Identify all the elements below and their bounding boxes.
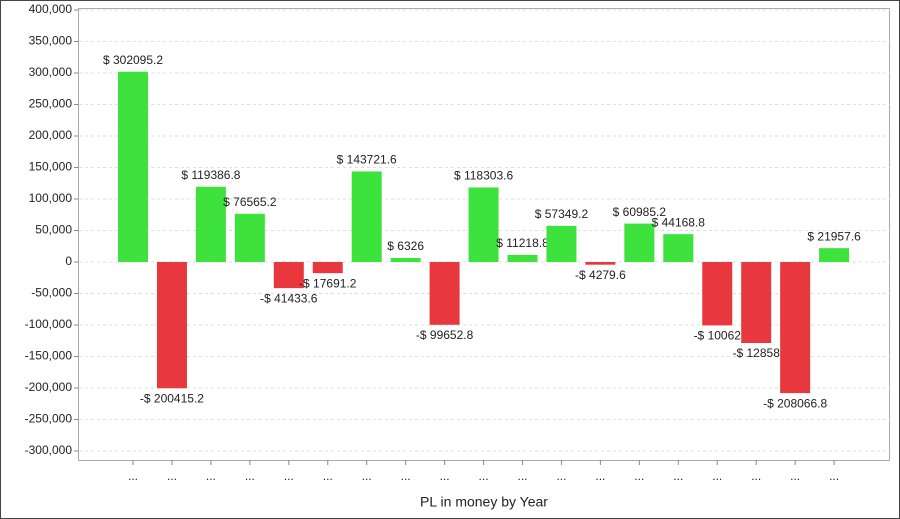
x-tick-label: ...	[167, 469, 177, 483]
y-tick-label: 200,000	[29, 128, 73, 142]
value-label: $ 118303.6	[454, 169, 513, 183]
bar	[273, 262, 304, 289]
x-tick-label: ...	[284, 469, 294, 483]
x-tick-label: ...	[673, 469, 683, 483]
bar	[780, 262, 811, 394]
bar	[390, 258, 421, 262]
value-label: $ 119386.8	[181, 168, 240, 182]
value-label: -$ 4279.6	[575, 268, 626, 282]
y-tick-label: 400,000	[29, 2, 73, 16]
value-label: $ 6326	[387, 239, 424, 253]
x-tick-label: ...	[362, 469, 372, 483]
bar	[156, 262, 187, 389]
y-tick-label: 0	[65, 254, 72, 268]
value-label: $ 76565.2	[223, 195, 277, 209]
bar	[624, 223, 655, 262]
y-tick-label: -150,000	[25, 349, 73, 363]
y-tick-label: -100,000	[25, 317, 73, 331]
value-label: $ 44168.8	[652, 215, 706, 229]
bar	[234, 213, 265, 262]
bar	[312, 262, 343, 274]
x-tick-label: ...	[595, 469, 605, 483]
x-axis-title: PL in money by Year	[420, 494, 548, 510]
bar	[663, 234, 694, 262]
bar	[195, 186, 226, 262]
value-label: $ 21957.6	[807, 229, 861, 243]
value-label: -$ 208066.8	[763, 396, 827, 410]
x-tick-label: ...	[517, 469, 527, 483]
y-tick-label: -50,000	[31, 286, 72, 300]
bar	[819, 248, 850, 262]
value-label: $ 143721.6	[337, 153, 397, 167]
bar	[351, 171, 382, 262]
value-label: -$ 200415.2	[140, 391, 204, 405]
x-tick-label: ...	[440, 469, 450, 483]
x-tick-label: ...	[323, 469, 333, 483]
bar	[429, 262, 460, 325]
value-label: $ 11218.8	[496, 236, 549, 250]
x-tick-label: ...	[634, 469, 644, 483]
y-tick-label: 300,000	[29, 65, 73, 79]
x-tick-label: ...	[790, 469, 800, 483]
y-tick-label: -300,000	[25, 443, 73, 457]
value-label: -$ 99652.8	[416, 328, 474, 342]
y-tick-label: -200,000	[25, 380, 73, 394]
y-tick-label: 250,000	[29, 97, 73, 111]
bar	[741, 262, 772, 344]
bar	[702, 262, 733, 326]
value-label: $ 60985.2	[613, 205, 667, 219]
bar	[118, 71, 148, 262]
x-tick-label: ...	[829, 469, 839, 483]
y-tick-label: 50,000	[35, 223, 72, 237]
x-tick-label: ...	[245, 469, 255, 483]
y-tick-label: 350,000	[29, 34, 73, 48]
value-label: $ 57349.2	[535, 207, 589, 221]
value-label: -$ 41433.6	[260, 291, 318, 305]
x-tick-label: ...	[712, 469, 722, 483]
value-label: -$ 12858	[733, 346, 781, 360]
bar	[585, 262, 616, 265]
x-tick-label: ...	[401, 469, 411, 483]
y-tick-label: -250,000	[25, 412, 73, 426]
bar	[507, 254, 538, 262]
value-label: -$ 10062	[694, 329, 742, 343]
x-tick-label: ...	[556, 469, 566, 483]
y-tick-label: 100,000	[29, 191, 73, 205]
value-label: $ 302095.2	[103, 53, 163, 67]
x-tick-label: ...	[479, 469, 489, 483]
value-label: -$ 17691.2	[299, 276, 357, 290]
x-tick-label: ...	[751, 469, 761, 483]
x-tick-label: ...	[206, 469, 216, 483]
y-tick-label: 150,000	[29, 160, 73, 174]
bar	[468, 187, 499, 262]
x-tick-label: ...	[128, 469, 138, 483]
bar	[546, 225, 577, 262]
